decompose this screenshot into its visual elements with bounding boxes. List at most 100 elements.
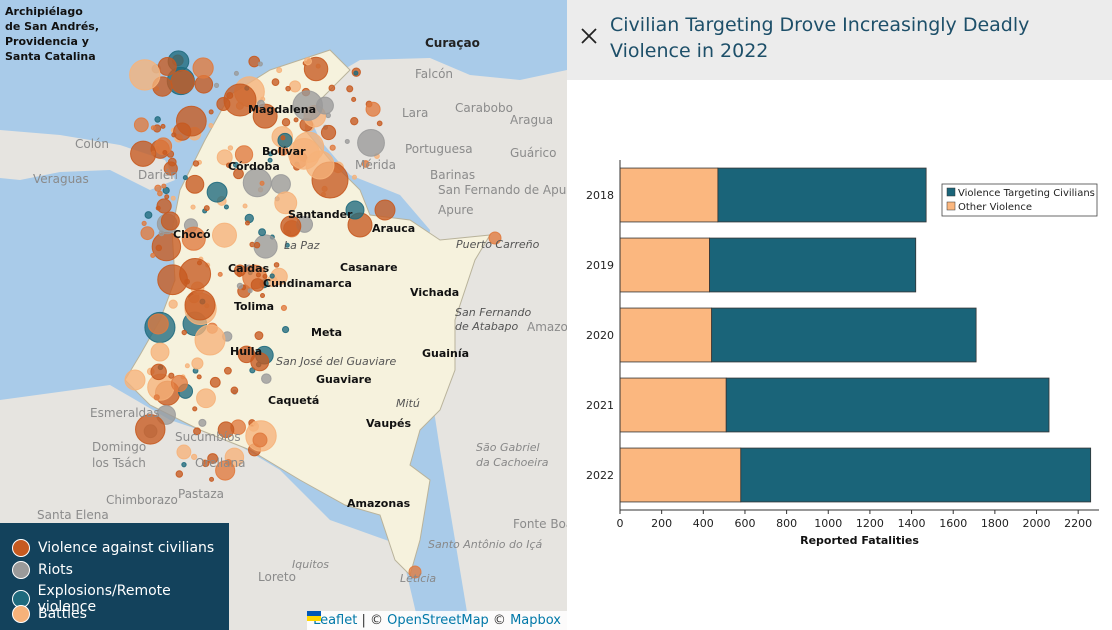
event-marker[interactable] — [408, 565, 422, 579]
event-marker[interactable] — [196, 388, 216, 409]
event-marker[interactable] — [255, 272, 261, 278]
event-marker[interactable] — [276, 67, 283, 74]
event-marker[interactable] — [353, 70, 359, 76]
event-marker[interactable] — [329, 144, 336, 151]
event-marker[interactable] — [267, 157, 273, 163]
event-marker[interactable] — [256, 99, 265, 108]
event-marker[interactable] — [259, 293, 266, 299]
event-marker[interactable] — [328, 84, 336, 92]
event-marker[interactable] — [365, 101, 381, 117]
event-marker[interactable] — [203, 205, 210, 212]
event-marker[interactable] — [351, 96, 357, 102]
event-marker[interactable] — [488, 231, 502, 245]
event-marker[interactable] — [147, 313, 169, 335]
event-marker[interactable] — [162, 186, 170, 195]
event-marker[interactable] — [258, 228, 267, 237]
osm-link[interactable]: OpenStreetMap — [387, 613, 489, 628]
event-marker[interactable] — [303, 57, 312, 66]
event-marker[interactable] — [250, 278, 265, 292]
event-marker[interactable] — [345, 200, 365, 220]
event-marker[interactable] — [154, 184, 162, 192]
event-marker[interactable] — [194, 324, 226, 356]
event-marker[interactable] — [252, 103, 278, 129]
event-marker[interactable] — [281, 118, 291, 127]
event-marker[interactable] — [196, 374, 202, 380]
event-marker[interactable] — [150, 125, 156, 131]
event-marker[interactable] — [181, 329, 188, 336]
event-marker[interactable] — [357, 128, 385, 157]
event-marker[interactable] — [140, 226, 155, 241]
event-marker[interactable] — [261, 373, 272, 384]
event-marker[interactable] — [185, 174, 205, 194]
event-marker[interactable] — [133, 117, 149, 133]
event-marker[interactable] — [141, 220, 147, 226]
event-marker[interactable] — [227, 145, 234, 151]
event-marker[interactable] — [281, 325, 290, 334]
event-marker[interactable] — [182, 175, 188, 181]
event-marker[interactable] — [248, 55, 261, 68]
event-marker[interactable] — [157, 56, 177, 76]
event-marker[interactable] — [161, 183, 167, 189]
event-marker[interactable] — [154, 137, 173, 156]
event-marker[interactable] — [150, 363, 167, 381]
event-marker[interactable] — [273, 262, 280, 268]
event-marker[interactable] — [201, 459, 210, 468]
event-marker[interactable] — [208, 122, 214, 129]
event-marker[interactable] — [262, 273, 268, 279]
event-marker[interactable] — [225, 162, 232, 168]
event-marker[interactable] — [124, 369, 146, 391]
event-marker[interactable] — [271, 78, 280, 86]
event-marker[interactable] — [350, 116, 359, 126]
event-marker[interactable] — [181, 226, 206, 251]
event-marker[interactable] — [150, 252, 156, 259]
event-marker[interactable] — [280, 215, 302, 237]
event-marker[interactable] — [250, 352, 270, 372]
event-marker[interactable] — [242, 203, 248, 209]
event-marker[interactable] — [254, 331, 264, 340]
event-marker[interactable] — [361, 160, 370, 168]
event-marker[interactable] — [170, 374, 188, 392]
event-marker[interactable] — [153, 394, 160, 401]
event-marker[interactable] — [374, 199, 396, 221]
event-marker[interactable] — [284, 242, 290, 248]
event-marker[interactable] — [173, 122, 192, 141]
event-marker[interactable] — [181, 461, 187, 468]
event-marker[interactable] — [236, 282, 244, 290]
event-marker[interactable] — [280, 304, 288, 311]
event-marker[interactable] — [253, 241, 261, 249]
event-marker[interactable] — [215, 460, 236, 481]
event-marker[interactable] — [233, 70, 239, 76]
event-marker[interactable] — [230, 386, 239, 395]
event-marker[interactable] — [208, 109, 214, 115]
event-marker[interactable] — [144, 211, 153, 219]
event-marker[interactable] — [162, 149, 168, 156]
event-marker[interactable] — [344, 138, 350, 144]
event-marker[interactable] — [135, 414, 166, 445]
event-marker[interactable] — [242, 168, 272, 198]
event-marker[interactable] — [175, 470, 184, 478]
event-marker[interactable] — [376, 120, 383, 127]
event-marker[interactable] — [206, 181, 228, 203]
event-marker[interactable] — [234, 145, 254, 164]
event-marker[interactable] — [130, 140, 157, 167]
event-marker[interactable] — [211, 222, 237, 248]
event-marker[interactable] — [191, 357, 204, 370]
event-marker[interactable] — [176, 444, 192, 460]
event-marker[interactable] — [209, 476, 215, 482]
event-marker[interactable] — [198, 418, 207, 427]
event-marker[interactable] — [293, 117, 299, 123]
event-marker[interactable] — [164, 194, 170, 200]
event-marker[interactable] — [216, 149, 233, 166]
leaflet-link[interactable]: Leaflet — [313, 613, 358, 628]
event-marker[interactable] — [129, 59, 161, 91]
event-marker[interactable] — [160, 211, 180, 231]
event-marker[interactable] — [351, 174, 357, 180]
event-marker[interactable] — [160, 123, 166, 129]
event-marker[interactable] — [217, 421, 235, 439]
event-marker[interactable] — [223, 204, 229, 210]
close-icon[interactable] — [579, 26, 599, 46]
event-marker[interactable] — [157, 190, 163, 197]
event-marker[interactable] — [154, 116, 161, 123]
event-marker[interactable] — [190, 453, 198, 460]
event-marker[interactable] — [193, 427, 202, 436]
